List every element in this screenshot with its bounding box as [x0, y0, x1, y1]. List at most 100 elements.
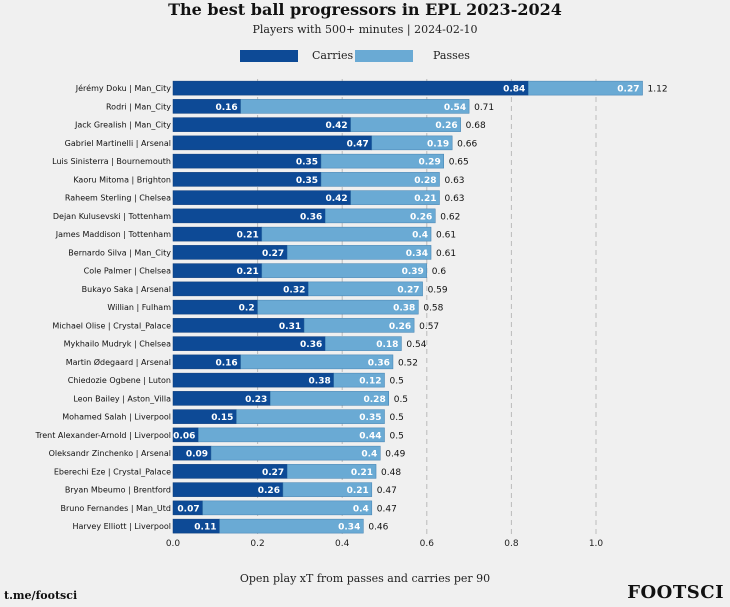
bar-chart: 0.0 0.2 0.4 0.6 0.8 1.0 Jérémy Doku | Man_City…: [34, 79, 668, 549]
bar-passes: [325, 208, 436, 224]
data-label-total: 0.5: [394, 395, 408, 405]
y-tick-label: Leon Bailey | Aston_Villa: [73, 394, 171, 403]
chart-subtitle: Players with 500+ minutes | 2024-02-10: [252, 23, 478, 36]
data-label-total: 0.49: [385, 450, 405, 460]
data-label-total: 0.59: [428, 285, 448, 295]
bar-passes: [198, 427, 385, 443]
data-label-passes: 0.54: [444, 103, 466, 113]
data-label-passes: 0.19: [427, 139, 449, 149]
data-label-total: 0.47: [377, 504, 397, 514]
data-label-passes: 0.12: [359, 377, 381, 387]
data-label-passes: 0.21: [351, 468, 373, 478]
data-label-total: 0.5: [390, 431, 404, 441]
bar-carries: [172, 80, 529, 96]
data-label-total: 1.12: [648, 85, 668, 95]
data-label-passes: 0.4: [361, 450, 377, 460]
y-tick-label: Eberechi Eze | Crystal_Palace: [54, 467, 171, 476]
bar-passes: [286, 245, 432, 260]
data-label-carries: 0.21: [237, 267, 259, 277]
legend-swatch-passes: [355, 50, 413, 62]
brand-logo-text: FOOTSCI: [627, 582, 724, 603]
data-label-total: 0.63: [444, 176, 464, 186]
data-label-carries: 0.07: [177, 504, 199, 514]
bar-passes: [210, 445, 381, 461]
bar-passes: [320, 153, 444, 169]
data-label-passes: 0.26: [389, 322, 411, 332]
data-label-carries: 0.27: [262, 468, 284, 478]
data-label-carries: 0.32: [283, 285, 305, 295]
data-label-passes: 0.27: [397, 285, 419, 295]
data-label-passes: 0.36: [368, 358, 390, 368]
data-label-total: 0.57: [419, 322, 439, 332]
data-label-total: 0.65: [449, 158, 469, 168]
y-tick-label: Raheem Sterling | Chelsea: [65, 194, 171, 203]
data-label-carries: 0.15: [211, 413, 233, 423]
bar-passes: [286, 464, 377, 479]
bar-carries: [172, 190, 351, 205]
data-label-carries: 0.2: [239, 304, 255, 314]
data-label-carries: 0.38: [309, 377, 331, 387]
data-label-total: 0.61: [436, 249, 456, 259]
data-label-passes: 0.44: [359, 431, 381, 441]
data-label-total: 0.5: [390, 377, 404, 387]
bar-passes: [371, 135, 453, 151]
data-label-total: 0.61: [436, 231, 456, 241]
data-label-total: 0.46: [368, 523, 388, 533]
data-label-carries: 0.84: [503, 85, 525, 95]
bar-passes: [325, 336, 402, 351]
data-label-total: 0.62: [440, 212, 460, 222]
data-label-carries: 0.35: [296, 158, 318, 168]
data-label-carries: 0.42: [325, 194, 347, 204]
data-label-total: 0.68: [466, 121, 486, 131]
data-label-carries: 0.09: [186, 450, 208, 460]
data-label-carries: 0.36: [300, 212, 322, 222]
y-tick-label: Bernardo Silva | Man_City: [68, 248, 171, 257]
chart-title: The best ball progressors in EPL 2023-20…: [168, 0, 562, 19]
bar-passes: [257, 299, 419, 315]
data-label-carries: 0.47: [347, 139, 369, 149]
data-label-carries: 0.16: [215, 358, 237, 368]
data-label-carries: 0.21: [237, 231, 259, 241]
x-tick-label: 0.8: [504, 539, 519, 549]
data-label-carries: 0.16: [215, 103, 237, 113]
data-label-total: 0.6: [432, 267, 447, 277]
bar-passes: [350, 117, 461, 132]
x-tick-label: 0.6: [420, 539, 435, 549]
data-label-total: 0.52: [398, 358, 418, 368]
y-tick-label: Mykhailo Mudryk | Chelsea: [64, 340, 172, 349]
bar-passes: [308, 281, 423, 297]
y-tick-label: Bukayo Saka | Arsenal: [82, 285, 171, 294]
bar-passes: [261, 263, 428, 278]
legend-swatch-carries: [240, 50, 298, 62]
y-tick-label: Martin Ødegaard | Arsenal: [66, 357, 171, 367]
data-label-total: 0.71: [474, 103, 494, 113]
bar-carries: [172, 135, 373, 151]
data-label-passes: 0.35: [359, 413, 381, 423]
x-tick-label: 0.0: [166, 539, 181, 549]
data-label-passes: 0.4: [412, 231, 428, 241]
data-label-carries: 0.42: [325, 121, 347, 131]
footer-channel-link[interactable]: t.me/footsci: [4, 589, 78, 602]
data-label-passes: 0.21: [347, 486, 369, 496]
y-tick-label: Mohamed Salah | Liverpool: [62, 413, 171, 422]
bar-passes: [261, 226, 432, 242]
y-tick-label: Chiedozie Ogbene | Luton: [68, 376, 171, 385]
y-tick-label: Kaoru Mitoma | Brighton: [73, 175, 171, 184]
data-label-total: 0.66: [457, 139, 477, 149]
data-label-total: 0.48: [381, 468, 401, 478]
y-tick-label: Harvey Elliott | Liverpool: [72, 522, 171, 531]
y-tick-label: Michael Olise | Crystal_Palace: [52, 321, 171, 330]
x-tick-label: 0.2: [250, 539, 264, 549]
data-label-total: 0.5: [390, 413, 404, 423]
data-label-passes: 0.4: [353, 504, 369, 514]
bar-passes: [333, 372, 385, 388]
x-axis-label: Open play xT from passes and carries per…: [239, 572, 491, 585]
data-label-passes: 0.27: [617, 85, 639, 95]
data-label-passes: 0.26: [435, 121, 457, 131]
y-tick-label: Trent Alexander-Arnold | Liverpool: [34, 431, 171, 440]
bar-passes: [240, 99, 470, 114]
legend-label-passes: Passes: [433, 49, 470, 62]
data-label-total: 0.54: [406, 340, 426, 350]
bar-passes: [202, 500, 373, 516]
y-tick-label: Oleksandr Zinchenko | Arsenal: [49, 449, 171, 458]
